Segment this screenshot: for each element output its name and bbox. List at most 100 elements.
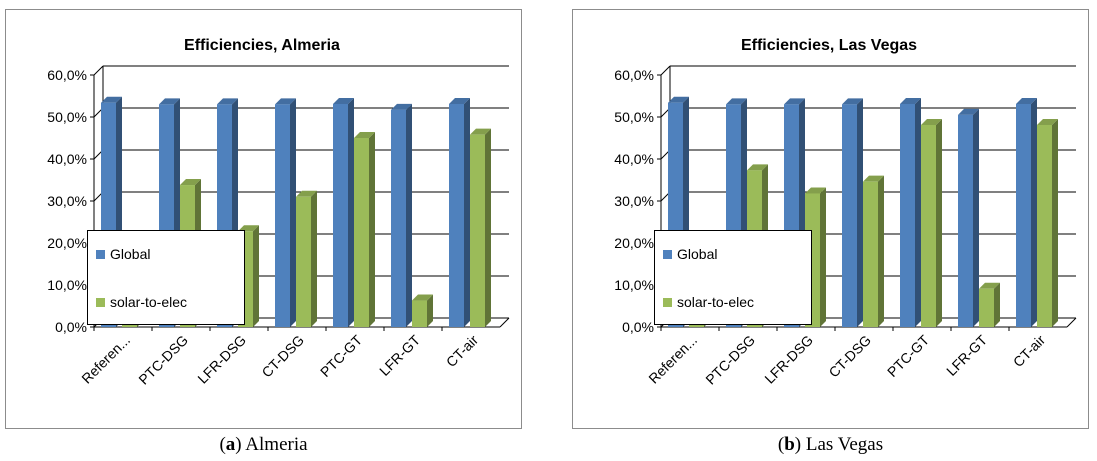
bar-top-solar-to-elec	[921, 118, 942, 125]
y-tick-label: 60,0%	[47, 67, 87, 83]
floor-edge	[1066, 317, 1077, 328]
legend-label-global: Global	[110, 246, 151, 262]
y-tick-label: 10,0%	[47, 277, 87, 293]
bar-side-solar-to-elec	[878, 175, 884, 327]
bar-top-global	[101, 96, 122, 103]
bar-side-solar-to-elec	[485, 128, 491, 327]
bar-top-global	[842, 98, 863, 105]
bar-top-global	[784, 98, 805, 105]
bar-solar-to-elec	[1037, 124, 1052, 327]
bar-global	[958, 114, 973, 328]
chart-title: Efficiencies, Almeria	[184, 37, 340, 54]
bar-top-solar-to-elec	[979, 282, 1000, 289]
bar-top-global	[275, 98, 296, 105]
bar-side-global	[857, 98, 863, 328]
bar-top-global	[726, 98, 747, 105]
bar-top-global	[1016, 97, 1037, 104]
bar-side-global	[915, 97, 921, 327]
bar-side-global	[290, 98, 296, 328]
chart-panel-las-vegas: Efficiencies, Las Vegas 0,0% 10,0% 20,0% 30,…	[567, 0, 1097, 461]
y-tick-label: 50,0%	[47, 109, 87, 125]
bar-side-global	[464, 97, 470, 327]
bar-solar-to-elec	[354, 138, 369, 327]
y-tick-label: 10,0%	[614, 277, 654, 293]
legend-label-solar-to-elec: solar-to-elec	[677, 294, 755, 310]
y-tick-label: 20,0%	[47, 235, 87, 251]
bar-global	[449, 103, 464, 327]
chart-panel-almeria: Efficiencies, Almeria 0,0% 10,0% 20,0% 30,0%…	[0, 0, 530, 461]
bar-top-global	[958, 108, 979, 115]
bar-solar-to-elec	[412, 300, 427, 327]
legend-item-solar-to-elec: solar-to-elec	[96, 294, 187, 310]
bar-side-solar-to-elec	[311, 190, 317, 327]
bar-solar-to-elec	[921, 124, 936, 327]
bar-side-solar-to-elec	[253, 225, 259, 327]
bar-solar-to-elec	[296, 196, 311, 327]
bar-top-solar-to-elec	[412, 294, 433, 301]
bar-global	[275, 104, 290, 328]
bar-top-solar-to-elec	[863, 175, 884, 182]
bar-top-global	[217, 98, 238, 105]
bar-top-solar-to-elec	[180, 179, 201, 186]
legend-swatch-global	[96, 249, 105, 259]
gridline-depth	[93, 65, 104, 76]
bar-side-global	[348, 97, 354, 327]
bar-side-global	[1031, 97, 1037, 327]
y-tick-label: 20,0%	[614, 235, 654, 251]
bar-side-solar-to-elec	[820, 187, 826, 327]
bar-solar-to-elec	[470, 134, 485, 327]
bar-top-solar-to-elec	[354, 132, 375, 138]
legend-item-global: Global	[663, 246, 717, 262]
figure-caption: (b) Las Vegas	[777, 434, 884, 455]
bar-side-solar-to-elec	[994, 282, 1000, 327]
y-tick-label: 40,0%	[47, 151, 87, 167]
legend-item-global: Global	[96, 246, 150, 262]
bar-top-global	[159, 98, 180, 105]
caption-letter: a	[225, 434, 236, 455]
chart-frame	[572, 9, 1089, 429]
bar-top-solar-to-elec	[747, 164, 768, 171]
y-tick-label: 0,0%	[55, 319, 87, 335]
floor-edge	[499, 317, 510, 328]
bar-top-solar-to-elec	[296, 190, 317, 197]
y-tick-label: 60,0%	[614, 67, 654, 83]
bar-side-global	[973, 108, 979, 328]
bar-global	[900, 103, 915, 327]
bar-global	[842, 104, 857, 328]
y-tick-label: 0,0%	[622, 319, 654, 335]
caption-text: Las Vegas	[801, 434, 884, 455]
chart-frame	[5, 9, 522, 429]
bar-top-global	[900, 97, 921, 104]
bar-top-solar-to-elec	[238, 225, 259, 232]
chart-title: Efficiencies, Las Vegas	[741, 37, 917, 54]
bar-side-solar-to-elec	[1052, 118, 1058, 327]
figure-caption: (a) Almeria	[219, 434, 308, 455]
y-tick-label: 30,0%	[47, 193, 87, 209]
bar-global	[391, 109, 406, 327]
bar-solar-to-elec	[863, 181, 878, 327]
bar-top-solar-to-elec	[470, 128, 491, 135]
gridline-depth	[660, 65, 671, 76]
legend-swatch-solar-to-elec	[663, 297, 672, 307]
caption-text: Almeria	[241, 434, 308, 455]
bar-top-global	[391, 103, 412, 110]
bar-side-solar-to-elec	[936, 118, 942, 327]
legend-swatch-solar-to-elec	[96, 297, 105, 307]
legend: Global solar-to-elec	[654, 230, 812, 325]
bar-side-solar-to-elec	[369, 132, 375, 327]
y-tick-label: 50,0%	[614, 109, 654, 125]
bar-side-global	[406, 103, 412, 327]
bar-solar-to-elec	[979, 288, 994, 327]
legend-swatch-global	[663, 249, 672, 259]
legend-label-global: Global	[677, 246, 718, 262]
legend-item-solar-to-elec: solar-to-elec	[663, 294, 754, 310]
bar-top-global	[333, 97, 354, 104]
bar-top-global	[449, 97, 470, 104]
legend: Global solar-to-elec	[87, 230, 245, 325]
caption-letter: b	[784, 434, 795, 455]
y-tick-label: 40,0%	[614, 151, 654, 167]
legend-label-solar-to-elec: solar-to-elec	[110, 294, 188, 310]
bar-global	[1016, 103, 1031, 327]
bar-side-solar-to-elec	[427, 294, 433, 327]
bar-global	[333, 103, 348, 327]
